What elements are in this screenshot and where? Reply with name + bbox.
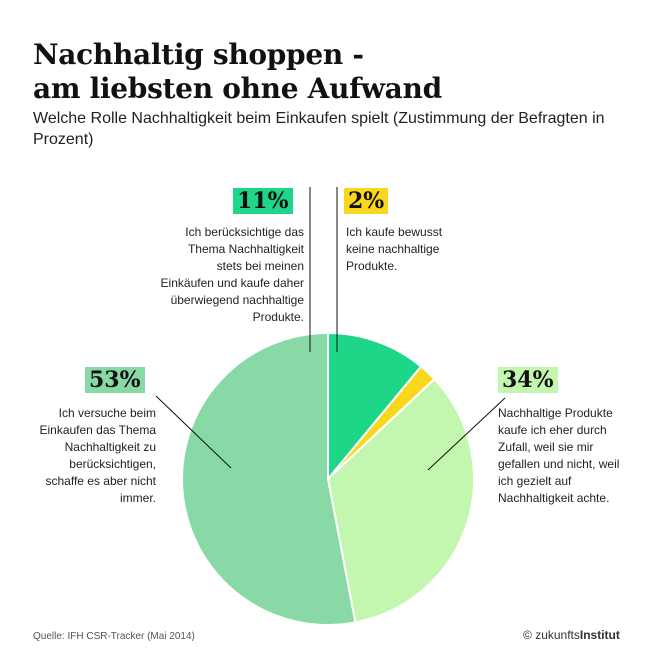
slice-label-53: 53%: [85, 367, 145, 393]
slice-label-34: 34%: [498, 367, 558, 393]
leader-line-53: [155, 395, 232, 469]
slice-53: [181, 331, 357, 626]
chart-title: Nachhaltig shoppen - am liebsten ohne Au…: [33, 38, 442, 106]
slice-11: [327, 331, 423, 482]
title-line-1: Nachhaltig shoppen -: [33, 38, 364, 71]
brand-prefix: zukunfts: [535, 628, 580, 642]
slice-34: [326, 377, 475, 624]
source-note: Quelle: IFH CSR-Tracker (Mai 2014): [33, 631, 195, 642]
slice-label-11: 11%: [233, 188, 293, 214]
leader-lines: [155, 187, 506, 471]
slice-text-53: Ich versuche beim Einkaufen das Thema Na…: [39, 406, 156, 505]
slice-label-2: 2%: [344, 188, 389, 214]
pie-slices: [181, 331, 475, 626]
slice-text-2: Ich kaufe bewusst keine nachhaltige Prod…: [346, 225, 443, 273]
brand-bold: Institut: [579, 628, 620, 642]
slice-text-34: Nachhaltige Produkte kaufe ich eher durc…: [498, 406, 620, 505]
leader-line-34: [427, 397, 506, 471]
chart-subtitle: Welche Rolle Nachhaltigkeit beim Einkauf…: [33, 110, 605, 148]
slice-text-11: Ich berücksichtige das Thema Nachhaltigk…: [160, 225, 304, 324]
brand-logo: © zukunftsInstitut: [523, 628, 620, 642]
brand-icon: ©: [523, 628, 532, 642]
title-line-2: am liebsten ohne Aufwand: [33, 72, 442, 105]
